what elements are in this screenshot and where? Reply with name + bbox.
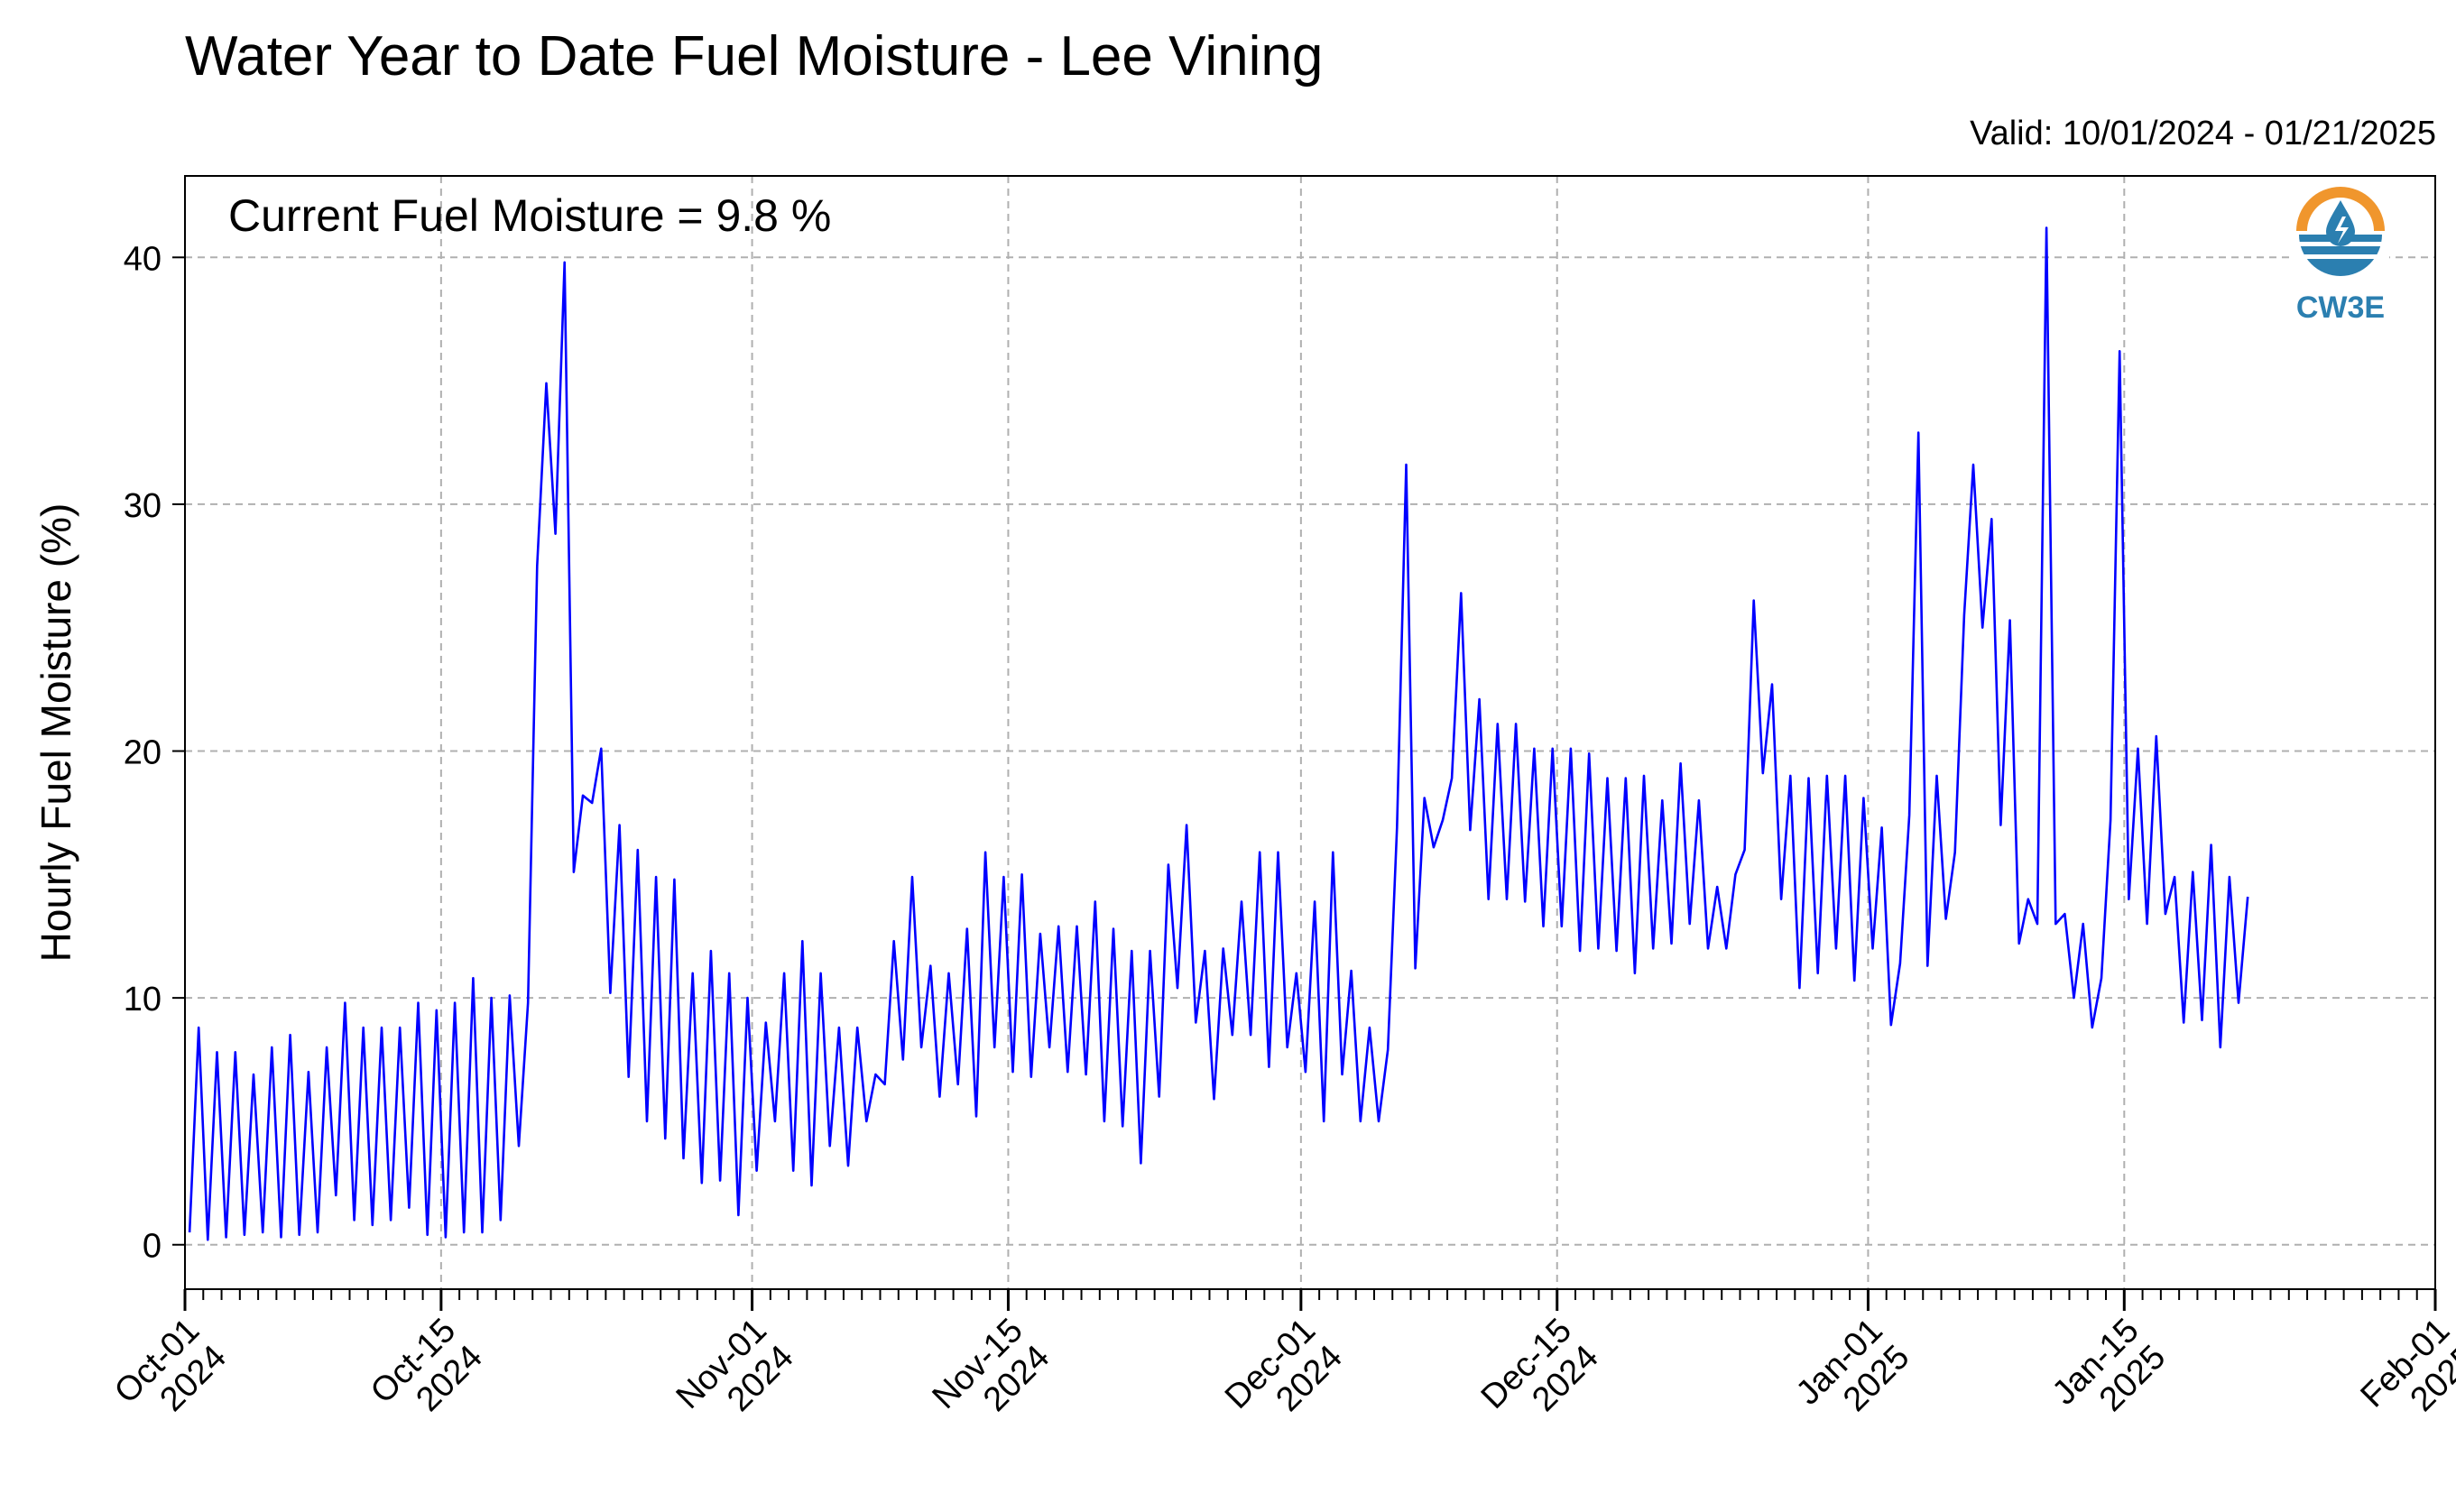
fuel-moisture-line [188,226,2249,1241]
valid-date-range: Valid: 10/01/2024 - 01/21/2025 [1970,115,2436,152]
y-tick-label: 20 [124,734,162,772]
plot-frame [184,175,2436,1290]
fuel-moisture-series [188,226,2249,1241]
current-fuel-moisture: Current Fuel Moisture = 9.8 % [228,190,831,241]
y-axis-label: Hourly Fuel Moisture (%) [32,503,79,963]
cw3e-logo: CW3E [2292,187,2389,325]
y-tick-label: 30 [124,487,162,525]
grid-lines [185,176,2435,1289]
y-tick-label: 40 [124,240,162,278]
logo-text: CW3E [2296,290,2385,325]
y-tick-label: 10 [124,981,162,1019]
y-tick-label: 0 [143,1228,162,1266]
chart-title: Water Year to Date Fuel Moisture - Lee V… [185,25,1323,88]
